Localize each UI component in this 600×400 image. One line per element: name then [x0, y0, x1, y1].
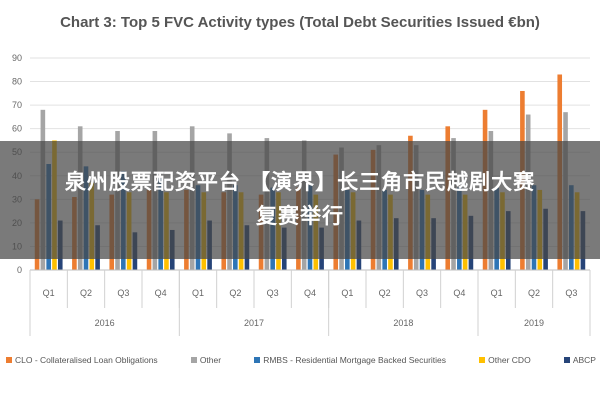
legend-swatch [254, 357, 261, 363]
x-group-label: 2017 [244, 318, 264, 328]
x-tick-label: Q4 [304, 288, 316, 298]
legend-item: Other CDO [479, 355, 531, 365]
y-tick-label: 90 [12, 53, 22, 63]
overlay-line-2: 复赛举行 [256, 204, 344, 228]
legend-swatch [6, 357, 12, 363]
legend-label: RMBS - Residential Mortgage Backed Secur… [263, 355, 447, 365]
y-tick-label: 0 [17, 265, 22, 275]
y-tick-label: 60 [12, 124, 22, 134]
x-group-label: 2016 [95, 318, 115, 328]
chart-title: Chart 3: Top 5 FVC Activity types (Total… [60, 14, 540, 31]
legend-swatch [479, 357, 486, 363]
x-tick-label: Q3 [267, 288, 279, 298]
legend-swatch [190, 357, 197, 363]
x-tick-label: Q3 [565, 288, 577, 298]
legend-item: CLO - Collateralised Loan Obligations [6, 355, 158, 365]
x-tick-label: Q1 [192, 288, 204, 298]
x-group-label: 2018 [393, 318, 413, 328]
legend-item: Other [190, 355, 222, 365]
legend-label: Other CDO [488, 355, 531, 365]
legend-label: CLO - Collateralised Loan Obligations [15, 355, 158, 365]
legend-label: Other [199, 355, 222, 365]
y-tick-label: 80 [12, 77, 22, 87]
x-tick-label: Q4 [453, 288, 465, 298]
x-axis: Q1 Q2 Q3 Q4 Q1 Q2 Q3 Q4 Q1 Q2 Q3 Q4 Q1 Q2 Q3 2016 2017 20… [29, 269, 591, 336]
legend-item: ABCP [563, 355, 596, 365]
legend-swatch [563, 357, 570, 363]
x-tick-label: Q1 [341, 288, 353, 298]
x-tick-label: Q3 [117, 288, 129, 298]
overlay-line-1: 泉州股票配资平台 【演界】长三角市民越剧大赛 [64, 170, 536, 194]
overlay-banner [0, 141, 600, 259]
overlay-text: 泉州股票配资平台 【演界】长三角市民越剧大赛 复赛举行 [20, 165, 580, 233]
x-tick-label: Q1 [43, 288, 55, 298]
x-tick-label: Q3 [416, 288, 428, 298]
x-tick-label: Q2 [528, 288, 540, 298]
legend-item: RMBS - Residential Mortgage Backed Secur… [254, 355, 446, 365]
x-tick-label: Q2 [229, 288, 241, 298]
y-tick-label: 70 [12, 100, 22, 110]
x-tick-label: Q2 [80, 288, 92, 298]
legend: CLO - Collateralised Loan Obligations Oth… [6, 351, 596, 369]
x-tick-label: Q2 [379, 288, 391, 298]
legend-label: ABCP [572, 355, 596, 365]
x-tick-label: Q4 [155, 288, 167, 298]
x-tick-label: Q1 [491, 288, 503, 298]
x-group-label: 2019 [524, 318, 544, 328]
